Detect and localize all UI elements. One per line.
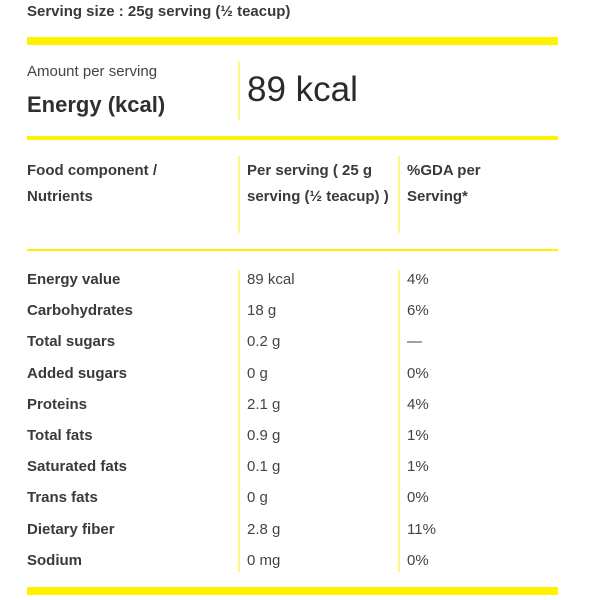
nutrient-name: Trans fats xyxy=(27,489,98,507)
nutrient-name: Added sugars xyxy=(27,364,128,382)
header-gda: %GDA per Serving* xyxy=(407,162,481,205)
nutrient-gda: 4% xyxy=(407,395,429,413)
divider xyxy=(27,249,558,251)
table-row: Saturated fats 0.1 g 1% xyxy=(0,458,600,489)
nutrient-value: 0.9 g xyxy=(247,427,281,444)
nutrient-gda: 6% xyxy=(407,302,429,320)
nutrient-value: 2.1 g xyxy=(247,395,281,413)
nutrient-gda: 1% xyxy=(407,458,429,476)
serving-size: Serving size : 25g serving (½ teacup) xyxy=(27,3,291,20)
table-row: Total sugars 0.2 g — xyxy=(0,333,600,364)
table-row: Dietary fiber 2.8 g 11% xyxy=(0,521,600,552)
table-row: Proteins 2.1 g 4% xyxy=(0,396,600,427)
table-row: Total fats 0.9 g 1% xyxy=(0,427,600,458)
nutrient-value: 18 g xyxy=(247,302,277,320)
amount-per-serving-label: Amount per serving xyxy=(27,63,158,80)
nutrient-name: Carbohydrates xyxy=(27,302,133,320)
table-row: Sodium 0 mg 0% xyxy=(0,552,600,583)
column-divider xyxy=(238,156,240,233)
nutrient-name: Proteins xyxy=(27,395,88,413)
energy-label: Energy (kcal) xyxy=(27,92,166,117)
nutrient-value: 2.8 g xyxy=(247,520,281,538)
divider xyxy=(27,587,558,595)
nutrient-gda: 4% xyxy=(407,271,429,288)
nutrient-gda: 11% xyxy=(407,520,436,538)
column-divider xyxy=(398,156,400,233)
divider xyxy=(27,37,558,45)
table-row: Energy value 89 kcal 4% xyxy=(0,271,600,302)
energy-value: 89 kcal xyxy=(247,70,358,109)
nutrient-name: Sodium xyxy=(27,551,82,569)
column-divider xyxy=(238,61,240,120)
nutrient-gda: 0% xyxy=(407,489,429,507)
nutrient-name: Total fats xyxy=(27,427,93,444)
nutrient-value: 0 g xyxy=(247,364,268,382)
nutrient-gda: 0% xyxy=(407,364,429,382)
nutrient-name: Total sugars xyxy=(27,333,116,351)
nutrient-value: 0.1 g xyxy=(247,458,281,476)
nutrient-name: Dietary fiber xyxy=(27,520,115,538)
nutrient-gda: 0% xyxy=(407,551,429,569)
table-row: Carbohydrates 18 g 6% xyxy=(0,302,600,333)
nutrient-value: 0.2 g xyxy=(247,333,281,351)
table-row: Trans fats 0 g 0% xyxy=(0,489,600,520)
nutrient-value: 0 mg xyxy=(247,551,281,569)
nutrient-name: Saturated fats xyxy=(27,458,128,476)
nutrient-value: 0 g xyxy=(247,489,268,507)
column-divider xyxy=(238,270,240,572)
nutrient-value: 89 kcal xyxy=(247,271,295,288)
header-per-serving: Per serving ( 25 g serving (½ teacup) ) xyxy=(247,162,389,205)
nutrient-gda: 1% xyxy=(407,427,429,444)
nutrient-name: Energy value xyxy=(27,271,121,288)
column-divider xyxy=(398,270,400,572)
table-row: Added sugars 0 g 0% xyxy=(0,365,600,396)
nutrient-gda: — xyxy=(407,333,422,351)
header-nutrient: Food component / Nutrients xyxy=(27,162,157,205)
divider xyxy=(27,136,558,140)
